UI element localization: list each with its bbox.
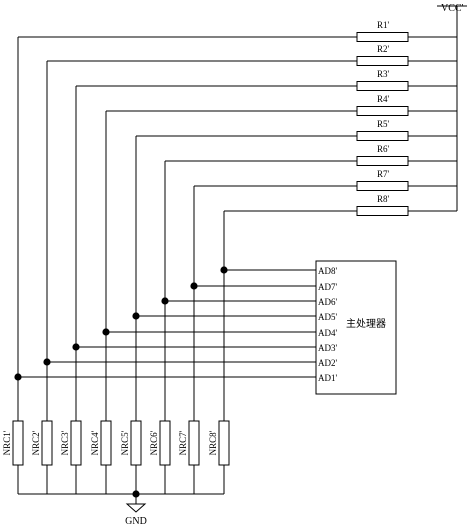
sensor-nrc2 [41, 420, 53, 466]
resistor-label: R6' [377, 144, 390, 154]
sensor-nrc5 [130, 420, 142, 466]
resistor-label: R7' [377, 169, 390, 179]
junction-dot [72, 343, 80, 351]
sensor-nrc4 [100, 420, 112, 466]
ad-pin-label: AD1' [318, 373, 337, 383]
ad-pin-label: AD8' [318, 266, 337, 276]
processor-label: 主处理器 [346, 318, 386, 330]
sensor-label: NRC8' [208, 430, 218, 455]
sensor-label: NRC7' [178, 430, 188, 455]
vcc-label: VCC' [441, 3, 464, 14]
resistor-r4 [356, 106, 409, 116]
sensor-label: NRC3' [60, 430, 70, 455]
junction-dot [102, 328, 110, 336]
junction-dot [14, 373, 22, 381]
resistor-r1 [356, 32, 409, 42]
sensor-label: NRC1' [2, 430, 12, 455]
junction-dot [132, 312, 140, 320]
ground-symbol [125, 503, 147, 513]
resistor-label: R3' [377, 69, 390, 79]
resistor-r6 [356, 156, 409, 166]
sensor-nrc8 [218, 420, 230, 466]
ad-pin-label: AD6' [318, 297, 337, 307]
resistor-r8 [356, 206, 409, 216]
resistor-r3 [356, 81, 409, 91]
ad-pin-label: AD4' [318, 328, 337, 338]
resistor-r2 [356, 56, 409, 66]
sensor-label: NRC5' [120, 430, 130, 455]
ad-pin-label: AD3' [318, 343, 337, 353]
resistor-label: R8' [377, 194, 390, 204]
junction-dot [161, 297, 169, 305]
components [12, 32, 409, 513]
ad-pin-label: AD7' [318, 282, 337, 292]
sensor-label: NRC4' [90, 430, 100, 455]
sensor-nrc1 [12, 420, 24, 466]
sensor-nrc7 [188, 420, 200, 466]
ad-pin-label: AD5' [318, 312, 337, 322]
junction-dot [220, 266, 228, 274]
sensor-label: NRC6' [149, 430, 159, 455]
resistor-r7 [356, 181, 409, 191]
sensor-nrc6 [159, 420, 171, 466]
processor-box [315, 260, 397, 395]
resistor-r5 [356, 131, 409, 141]
junction-dot [43, 358, 51, 366]
resistor-label: R1' [377, 20, 390, 30]
ad-pin-label: AD2' [318, 358, 337, 368]
sensor-nrc3 [70, 420, 82, 466]
junction-dot [190, 282, 198, 290]
labels: VCC' 主处理器 R1' AD1' NRC1' R2' AD2' NRC2' R3' AD3' N… [2, 3, 464, 527]
sensor-label: NRC2' [31, 430, 41, 455]
wires [17, 5, 467, 504]
resistor-label: R4' [377, 94, 390, 104]
gnd-label: GND [125, 516, 147, 527]
resistor-label: R2' [377, 44, 390, 54]
resistor-label: R5' [377, 119, 390, 129]
ground-junction-dot [132, 490, 140, 498]
